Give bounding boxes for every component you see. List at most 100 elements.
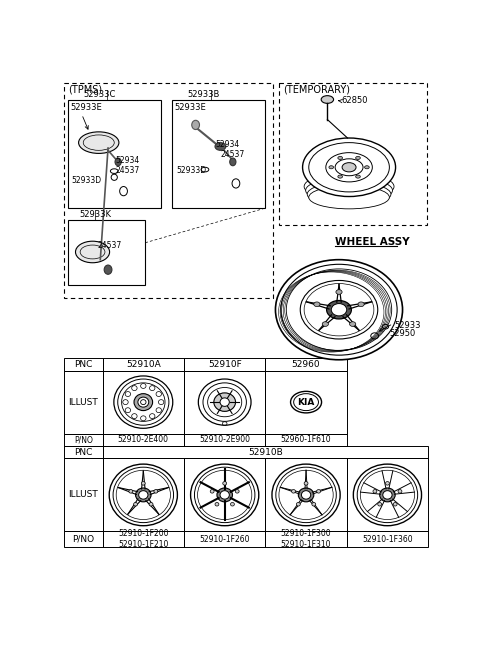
- Ellipse shape: [198, 379, 251, 425]
- Ellipse shape: [331, 304, 347, 316]
- Ellipse shape: [356, 175, 360, 178]
- Ellipse shape: [217, 488, 232, 502]
- Ellipse shape: [353, 464, 421, 525]
- Ellipse shape: [235, 489, 239, 493]
- Ellipse shape: [141, 384, 146, 388]
- Ellipse shape: [276, 260, 403, 359]
- Ellipse shape: [309, 186, 389, 209]
- Bar: [103, 371, 184, 434]
- Ellipse shape: [358, 302, 364, 306]
- Ellipse shape: [298, 488, 314, 502]
- Text: 52910-1F200
52910-1F210: 52910-1F200 52910-1F210: [118, 529, 168, 549]
- Ellipse shape: [307, 182, 391, 207]
- Text: PNC: PNC: [74, 447, 93, 457]
- Text: 24537: 24537: [116, 166, 140, 174]
- Ellipse shape: [109, 464, 178, 525]
- Text: ILLUST: ILLUST: [68, 491, 98, 499]
- Ellipse shape: [214, 393, 236, 411]
- Text: 52934: 52934: [215, 140, 239, 150]
- Ellipse shape: [149, 414, 155, 419]
- Text: 24537: 24537: [97, 241, 121, 250]
- Ellipse shape: [149, 386, 155, 390]
- Ellipse shape: [230, 158, 236, 166]
- Text: 52960-1F610: 52960-1F610: [281, 436, 331, 444]
- Ellipse shape: [326, 300, 351, 319]
- Ellipse shape: [141, 400, 146, 405]
- Bar: [265, 434, 347, 446]
- Text: 52934: 52934: [116, 157, 140, 165]
- Bar: [184, 371, 265, 434]
- Bar: [64, 358, 103, 371]
- Text: (TEMPORARY): (TEMPORARY): [283, 85, 350, 95]
- Ellipse shape: [398, 489, 402, 493]
- Ellipse shape: [302, 138, 396, 197]
- Bar: [347, 531, 428, 547]
- Text: 52933K: 52933K: [79, 210, 111, 218]
- Text: 52933E: 52933E: [175, 102, 206, 112]
- Ellipse shape: [321, 96, 334, 104]
- Ellipse shape: [296, 502, 300, 506]
- Bar: [103, 434, 184, 446]
- Ellipse shape: [115, 158, 121, 166]
- Bar: [103, 531, 184, 547]
- Bar: [64, 434, 103, 446]
- Ellipse shape: [378, 502, 382, 506]
- Ellipse shape: [125, 392, 131, 396]
- Ellipse shape: [223, 482, 227, 485]
- Ellipse shape: [215, 502, 219, 506]
- Text: 52933E: 52933E: [70, 102, 102, 112]
- Bar: [265, 371, 347, 434]
- Bar: [103, 459, 184, 531]
- Bar: [279, 83, 427, 225]
- Text: 52950: 52950: [389, 329, 416, 338]
- Ellipse shape: [114, 376, 173, 428]
- Ellipse shape: [134, 394, 153, 411]
- Polygon shape: [343, 315, 357, 329]
- Ellipse shape: [123, 400, 128, 405]
- Ellipse shape: [192, 120, 200, 129]
- Text: KIA: KIA: [298, 398, 315, 407]
- Ellipse shape: [329, 166, 334, 169]
- Ellipse shape: [125, 408, 131, 413]
- Ellipse shape: [156, 392, 161, 396]
- Ellipse shape: [142, 482, 145, 485]
- Ellipse shape: [220, 398, 229, 406]
- Text: 52960: 52960: [292, 360, 320, 369]
- Polygon shape: [337, 287, 341, 302]
- Bar: [64, 459, 103, 531]
- Ellipse shape: [104, 265, 112, 274]
- Bar: [184, 358, 265, 371]
- Ellipse shape: [230, 502, 234, 506]
- Ellipse shape: [365, 166, 369, 169]
- Ellipse shape: [304, 173, 394, 200]
- Bar: [64, 446, 103, 459]
- Ellipse shape: [373, 489, 377, 493]
- Text: ILLUST: ILLUST: [68, 398, 98, 407]
- Ellipse shape: [291, 489, 296, 493]
- Bar: [64, 83, 273, 298]
- Text: 52910A: 52910A: [126, 360, 161, 369]
- Text: 24537: 24537: [220, 150, 245, 159]
- Ellipse shape: [306, 177, 393, 203]
- Bar: [68, 100, 161, 208]
- Bar: [64, 531, 103, 547]
- Text: 52910B: 52910B: [248, 447, 283, 457]
- Text: 52933: 52933: [395, 321, 421, 330]
- Ellipse shape: [380, 488, 395, 502]
- Ellipse shape: [342, 163, 356, 172]
- Ellipse shape: [336, 290, 342, 295]
- Ellipse shape: [383, 491, 392, 499]
- Ellipse shape: [312, 502, 316, 506]
- Bar: [265, 531, 347, 547]
- Ellipse shape: [132, 414, 137, 419]
- Ellipse shape: [210, 489, 214, 493]
- Ellipse shape: [79, 132, 119, 154]
- Bar: [347, 459, 428, 531]
- Text: 52933C: 52933C: [83, 91, 116, 99]
- Text: 52910-1F260: 52910-1F260: [199, 535, 250, 544]
- Ellipse shape: [385, 482, 389, 485]
- Text: PNC: PNC: [74, 360, 93, 369]
- Bar: [103, 358, 184, 371]
- Ellipse shape: [349, 321, 356, 326]
- Bar: [184, 434, 265, 446]
